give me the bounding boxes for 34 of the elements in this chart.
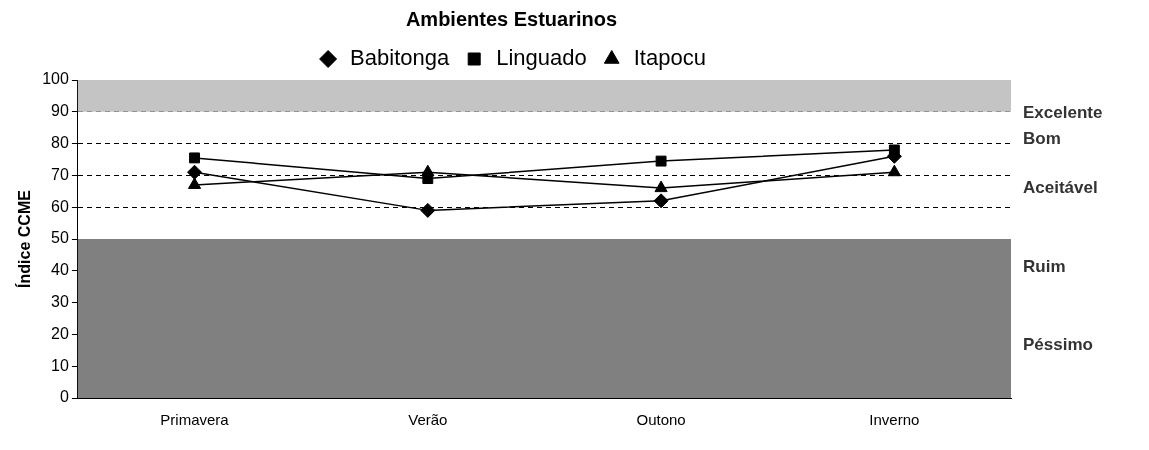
y-tick-label: 100 bbox=[42, 70, 69, 88]
legend-label: Babitonga bbox=[350, 45, 450, 71]
y-tick-label: 20 bbox=[51, 324, 69, 342]
x-tick-label: Inverno bbox=[869, 411, 920, 429]
point bbox=[655, 155, 667, 167]
legend-label: Itapocu bbox=[633, 45, 706, 71]
legend-label: Linguado bbox=[496, 45, 587, 71]
text: Excelente bbox=[1023, 103, 1103, 123]
point bbox=[187, 164, 203, 180]
text: Péssimo bbox=[1023, 335, 1093, 355]
y-tick-label: 0 bbox=[59, 388, 69, 406]
y-tick-label: 10 bbox=[51, 356, 69, 374]
point bbox=[887, 164, 901, 177]
point bbox=[422, 173, 434, 185]
text: Ruim bbox=[1023, 257, 1066, 277]
y-tick-label: 80 bbox=[51, 134, 69, 152]
point bbox=[189, 152, 200, 164]
point bbox=[187, 177, 202, 189]
x-tick-label: Outono bbox=[636, 411, 686, 429]
point bbox=[653, 193, 669, 209]
point bbox=[420, 202, 436, 218]
text: Bom bbox=[1023, 128, 1061, 148]
y-axis-title: Índice CCME bbox=[15, 189, 34, 288]
y-tick-label: 90 bbox=[51, 102, 69, 120]
y-tick-label: 70 bbox=[51, 165, 69, 183]
text: Aceitável bbox=[1023, 177, 1098, 197]
y-tick-label: 30 bbox=[51, 293, 69, 311]
y-tick-label: 50 bbox=[51, 229, 69, 247]
chart-title: Ambientes Estuarinos bbox=[405, 7, 618, 30]
x-tick-label: Verão bbox=[408, 411, 448, 429]
point bbox=[654, 180, 668, 193]
y-tick-label: 40 bbox=[51, 261, 69, 279]
x-tick-label: Primavera bbox=[160, 411, 230, 429]
y-tick-label: 60 bbox=[51, 197, 69, 215]
